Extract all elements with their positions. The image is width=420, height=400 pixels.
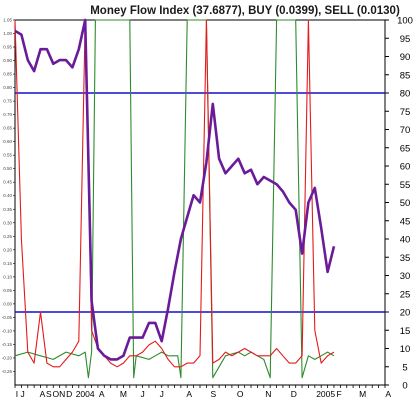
right-tick-label: 65 [400, 143, 411, 154]
x-tick-label: I [16, 389, 18, 399]
left-tick-label: 0.20 [3, 247, 12, 252]
left-tick-label: 0.10 [3, 274, 12, 279]
left-tick-label: 0.45 [3, 180, 12, 185]
x-tick-label: A [385, 389, 391, 399]
right-tick-label: 95 [400, 34, 411, 45]
x-tick-label: F [336, 389, 341, 399]
left-tick-label: -0.05 [2, 315, 13, 320]
left-tick-label: 0.55 [3, 153, 12, 158]
x-tick-label: N [59, 389, 65, 399]
left-tick-label: 0.00 [3, 301, 12, 306]
right-tick-label: 60 [400, 162, 411, 173]
x-tick-label: J [21, 389, 25, 399]
left-tick-label: 0.80 [3, 85, 12, 90]
left-tick-label: -0.25 [2, 369, 13, 374]
right-tick-label: 35 [400, 253, 411, 264]
left-tick-label: 0.35 [3, 207, 12, 212]
left-tick-label: 0.75 [3, 99, 12, 104]
left-tick-label: 0.90 [3, 58, 12, 63]
right-tick-label: 30 [400, 271, 411, 282]
x-tick-label: D [66, 389, 72, 399]
left-tick-label: 0.15 [3, 261, 12, 266]
x-tick-label: O [237, 389, 244, 399]
x-tick-label: J [160, 389, 164, 399]
x-tick-label: M [120, 389, 127, 399]
left-tick-label: 0.60 [3, 139, 12, 144]
chart-title: Money Flow Index (37.6877), BUY (0.0399)… [90, 5, 400, 17]
right-tick-label: 75 [400, 107, 411, 118]
right-tick-label: 0 [402, 381, 407, 392]
left-axis: -0.25 -0.20 -0.15 -0.10 -0.05 0.00 0.05 0.10 0.1… [2, 18, 15, 374]
x-tick-label: O [53, 389, 60, 399]
left-tick-label: 0.40 [3, 193, 12, 198]
x-tick-label: A [186, 389, 192, 399]
x-tick-label: A [40, 389, 46, 399]
left-tick-label: 0.25 [3, 234, 12, 239]
right-tick-label: 15 [400, 326, 411, 337]
right-tick-label: 20 [400, 308, 411, 319]
left-tick-label: 0.95 [3, 45, 12, 50]
x-tick-label: M [359, 389, 366, 399]
x-tick-label: S [46, 389, 52, 399]
x-tick-label: J [140, 389, 144, 399]
x-tick-label: 2004 [76, 389, 95, 399]
right-tick-label: 55 [400, 180, 411, 191]
left-tick-label: 0.50 [3, 166, 12, 171]
x-tick-label: 2005 [316, 389, 335, 399]
right-tick-label: 90 [400, 52, 411, 63]
right-tick-label: 45 [400, 216, 411, 227]
left-tick-label: 1.05 [3, 18, 12, 23]
left-tick-label: -0.15 [2, 342, 13, 347]
left-tick-label: 0.70 [3, 112, 12, 117]
sell-line [14, 19, 335, 368]
series-layer [14, 18, 336, 379]
left-tick-label: 0.30 [3, 220, 12, 225]
left-tick-label: -0.10 [2, 328, 13, 333]
right-tick-label: 40 [400, 235, 411, 246]
x-tick-label: A [99, 389, 105, 399]
right-tick-label: 80 [400, 89, 411, 100]
x-tick-label: D [291, 389, 297, 399]
x-tick-label: N [265, 389, 271, 399]
left-tick-label: 0.65 [3, 126, 12, 131]
right-tick-label: 50 [400, 198, 411, 209]
right-axis: 0 5 10 15 20 25 30 35 40 45 50 55 60 65 70 75 80 85 90 95 10… [385, 16, 413, 392]
right-tick-label: 5 [402, 362, 407, 373]
right-tick-label: 70 [400, 125, 411, 136]
mfi-line [14, 18, 336, 361]
left-tick-label: -0.20 [2, 355, 13, 360]
left-tick-label: 1.00 [3, 31, 12, 36]
x-tick-label: S [211, 389, 217, 399]
right-tick-label: 10 [400, 344, 411, 355]
right-tick-label: 100 [397, 16, 413, 27]
right-tick-label: 25 [400, 289, 411, 300]
right-tick-label: 85 [400, 70, 411, 81]
left-tick-label: 0.05 [3, 288, 12, 293]
x-axis: I J A S O N D 2004 A M J J A S O N D 2005 F M A [14, 385, 391, 399]
buy-line [14, 19, 335, 379]
reference-lines [15, 92, 385, 313]
left-tick-label: 0.85 [3, 72, 12, 77]
